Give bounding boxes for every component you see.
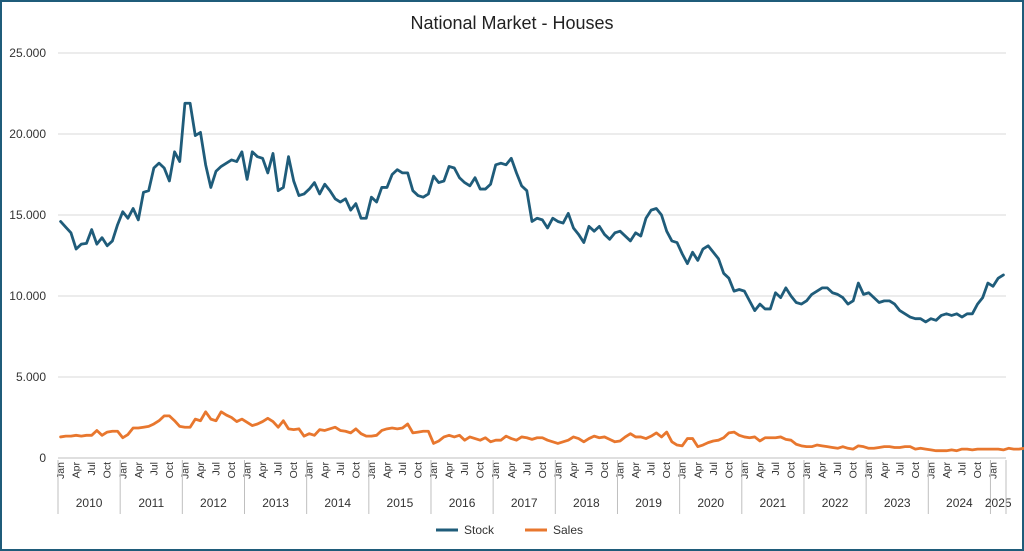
x-month-tick-label: Jan xyxy=(366,462,378,479)
x-month-tick-label: Apr xyxy=(71,462,83,479)
x-month-tick-label: Apr xyxy=(754,462,766,479)
x-year-label: 2016 xyxy=(449,496,476,510)
x-year-label: 2024 xyxy=(946,496,973,510)
x-month-tick-label: Jul xyxy=(708,462,720,475)
y-tick-label: 20.000 xyxy=(9,127,46,141)
x-month-tick-label: Oct xyxy=(537,462,549,478)
x-month-tick-label: Oct xyxy=(848,462,860,478)
x-month-tick-label: Jan xyxy=(988,462,1000,479)
x-month-tick-label: Jul xyxy=(583,462,595,475)
legend: Stock Sales xyxy=(436,523,583,537)
x-month-tick-label: Jan xyxy=(428,462,440,479)
x-year-label: 2010 xyxy=(76,496,103,510)
x-month-tick-label: Oct xyxy=(164,462,176,478)
x-month-tick-label: Jul xyxy=(86,462,98,475)
y-tick-label: 0 xyxy=(39,451,46,465)
x-year-label: 2013 xyxy=(262,496,289,510)
x-year-label: 2023 xyxy=(884,496,911,510)
x-month-tick-label: Jan xyxy=(801,462,813,479)
x-month-tick-label: Jul xyxy=(956,462,968,475)
series-line-sales xyxy=(59,410,1024,453)
x-month-tick-label: Jul xyxy=(459,462,471,475)
series-line-stock xyxy=(59,101,1005,324)
x-month-tick-label: Oct xyxy=(786,462,798,478)
x-month-tick-label: Apr xyxy=(692,462,704,479)
x-month-tick-label: Jan xyxy=(179,462,191,479)
x-month-tick-label: Apr xyxy=(506,462,518,479)
x-month-tick-label: Apr xyxy=(817,462,829,479)
x-month-tick-label: Oct xyxy=(102,462,114,478)
x-month-tick-label: Oct xyxy=(599,462,611,478)
x-year-label: 2018 xyxy=(573,496,600,510)
x-month-tick-label: Jul xyxy=(770,462,782,475)
chart-title: National Market - Houses xyxy=(410,13,613,33)
x-month-tick-label: Jan xyxy=(677,462,689,479)
x-month-tick-label: Jul xyxy=(832,462,844,475)
x-month-tick-label: Apr xyxy=(879,462,891,479)
x-axis: Jan Apr Jul Oct Jan Apr Jul Oct Jan Apr Jul Oct Jan A… xyxy=(55,460,1012,514)
series-lines xyxy=(59,101,1024,453)
x-month-tick-label: Jul xyxy=(521,462,533,475)
x-year-label: 2025 xyxy=(985,496,1012,510)
x-month-tick-label: Oct xyxy=(972,462,984,478)
x-month-tick-label: Jul xyxy=(646,462,658,475)
y-tick-label: 10.000 xyxy=(9,289,46,303)
x-year-label: 2014 xyxy=(324,496,351,510)
x-month-tick-label: Jul xyxy=(148,462,160,475)
x-month-tick-label: Jan xyxy=(490,462,502,479)
y-tick-label: 25.000 xyxy=(9,46,46,60)
x-year-label: 2022 xyxy=(822,496,849,510)
x-month-tick-label: Apr xyxy=(941,462,953,479)
x-month-tick-label: Oct xyxy=(475,462,487,478)
x-month-tick-label: Apr xyxy=(257,462,269,479)
gridlines xyxy=(58,52,1006,459)
x-month-tick-label: Oct xyxy=(910,462,922,478)
x-year-label: 2021 xyxy=(760,496,787,510)
x-month-tick-label: Apr xyxy=(630,462,642,479)
x-month-tick-label: Jan xyxy=(55,462,67,479)
x-month-tick-label: Oct xyxy=(226,462,238,478)
legend-label: Sales xyxy=(553,523,583,537)
x-month-tick-label: Apr xyxy=(319,462,331,479)
x-year-label: 2017 xyxy=(511,496,538,510)
x-month-tick-label: Jul xyxy=(211,462,223,475)
y-tick-label: 5.000 xyxy=(16,370,46,384)
legend-label: Stock xyxy=(464,523,495,537)
x-month-tick-label: Jan xyxy=(925,462,937,479)
x-month-tick-label: Jan xyxy=(739,462,751,479)
x-month-tick-label: Oct xyxy=(661,462,673,478)
x-month-tick-label: Apr xyxy=(195,462,207,479)
x-month-tick-label: Jul xyxy=(335,462,347,475)
x-month-tick-label: Apr xyxy=(444,462,456,479)
x-month-tick-label: Oct xyxy=(288,462,300,478)
x-month-tick-label: Jan xyxy=(863,462,875,479)
x-year-label: 2020 xyxy=(697,496,724,510)
x-year-label: 2019 xyxy=(635,496,662,510)
x-month-tick-label: Jul xyxy=(397,462,409,475)
x-month-tick-label: Jan xyxy=(242,462,254,479)
x-month-tick-label: Jul xyxy=(273,462,285,475)
x-month-tick-label: Apr xyxy=(133,462,145,479)
x-month-tick-label: Oct xyxy=(723,462,735,478)
x-year-label: 2015 xyxy=(387,496,414,510)
x-month-tick-label: Jan xyxy=(117,462,129,479)
x-month-tick-label: Apr xyxy=(568,462,580,479)
y-axis: 0 5.000 10.000 15.000 20.000 25.000 xyxy=(9,46,46,465)
x-month-tick-label: Oct xyxy=(350,462,362,478)
x-month-tick-label: Jul xyxy=(894,462,906,475)
x-month-tick-label: Oct xyxy=(413,462,425,478)
x-year-label: 2011 xyxy=(138,496,164,510)
x-month-tick-label: Jan xyxy=(615,462,627,479)
x-month-tick-label: Jan xyxy=(304,462,316,479)
x-month-tick-label: Apr xyxy=(381,462,393,479)
y-tick-label: 15.000 xyxy=(9,208,46,222)
x-year-label: 2012 xyxy=(200,496,227,510)
x-month-tick-label: Jan xyxy=(552,462,564,479)
